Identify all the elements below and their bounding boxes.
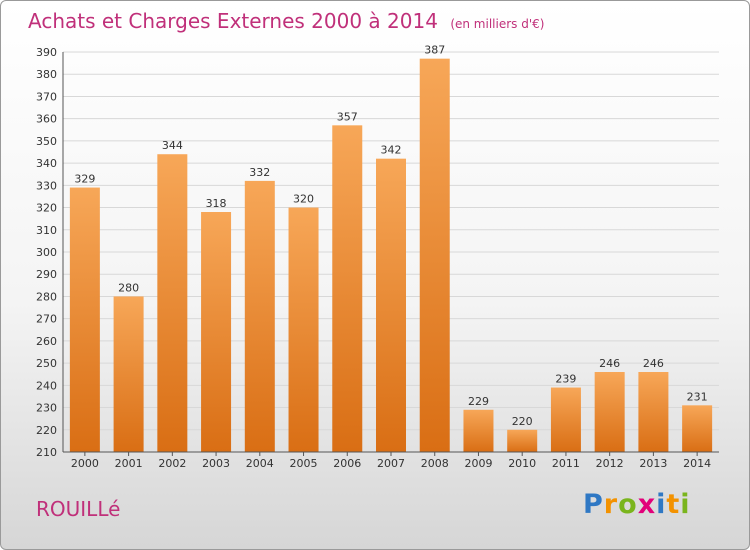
bar-value-label: 320 xyxy=(293,193,314,206)
y-tick-label: 240 xyxy=(36,379,57,392)
logo-letter: x xyxy=(637,489,657,520)
bar xyxy=(463,409,494,452)
y-tick-label: 280 xyxy=(36,290,57,303)
bar-value-label: 246 xyxy=(643,357,664,370)
bar-value-label: 239 xyxy=(555,373,576,386)
x-tick-label: 2005 xyxy=(290,457,318,470)
y-tick-label: 230 xyxy=(36,402,57,415)
bar xyxy=(550,387,581,452)
bar-value-label: 280 xyxy=(118,281,139,294)
y-tick-label: 290 xyxy=(36,268,57,281)
y-tick-label: 210 xyxy=(36,446,57,459)
logo-letter: i xyxy=(656,489,667,520)
chart-subtitle: (en milliers d'€) xyxy=(450,17,545,31)
bar-value-label: 342 xyxy=(381,144,402,157)
bar-value-label: 231 xyxy=(687,390,708,403)
bar xyxy=(113,296,144,452)
bar xyxy=(157,154,188,452)
x-tick-label: 2004 xyxy=(246,457,274,470)
x-tick-label: 2010 xyxy=(508,457,536,470)
y-tick-label: 260 xyxy=(36,335,57,348)
logo-letter: r xyxy=(603,489,619,520)
bar xyxy=(376,158,406,452)
y-tick-label: 380 xyxy=(36,68,57,81)
chart-title: Achats et Charges Externes 2000 à 2014 (… xyxy=(28,9,544,33)
y-axis-ticks: 210 220 230 240 250 260 270 280 290 300 310 320 330 3… xyxy=(36,46,57,459)
bar-value-label: 220 xyxy=(512,415,533,428)
bar-value-label: 329 xyxy=(74,173,95,186)
x-tick-label: 2002 xyxy=(158,457,186,470)
logo-letter: i xyxy=(680,489,691,520)
x-tick-label: 2014 xyxy=(683,457,711,470)
bar-value-label: 357 xyxy=(337,110,358,123)
y-tick-label: 320 xyxy=(36,202,57,215)
bar xyxy=(201,212,232,452)
y-tick-label: 310 xyxy=(36,224,57,237)
bar xyxy=(507,429,538,452)
bar xyxy=(244,180,275,452)
bar xyxy=(288,207,319,452)
y-tick-label: 330 xyxy=(36,179,57,192)
x-tick-label: 2009 xyxy=(464,457,492,470)
x-tick-label: 2003 xyxy=(202,457,230,470)
x-tick-label: 2006 xyxy=(333,457,361,470)
bar xyxy=(682,405,713,452)
bar-value-labels: 329 280 344 318 332 320 357 342 387 229 220 239 246 2… xyxy=(74,44,707,428)
y-tick-label: 340 xyxy=(36,157,57,170)
x-tick-label: 2001 xyxy=(115,457,143,470)
y-tick-label: 300 xyxy=(36,246,57,259)
bar-value-label: 229 xyxy=(468,395,489,408)
x-tick-label: 2013 xyxy=(639,457,667,470)
bar-value-label: 387 xyxy=(424,44,445,57)
bars xyxy=(69,58,713,453)
bar xyxy=(332,125,363,452)
chart-title-text: Achats et Charges Externes 2000 à 2014 xyxy=(28,9,438,33)
x-axis-ticks: 2000 2001 2002 2003 2004 2005 2006 2007 2008 2009… xyxy=(71,452,711,470)
y-tick-label: 360 xyxy=(36,113,57,126)
y-tick-label: 370 xyxy=(36,90,57,103)
bar-value-label: 332 xyxy=(249,166,270,179)
y-tick-label: 270 xyxy=(36,313,57,326)
bar-value-label: 344 xyxy=(162,139,183,152)
x-tick-label: 2007 xyxy=(377,457,405,470)
y-tick-label: 390 xyxy=(36,46,57,59)
y-tick-label: 250 xyxy=(36,357,57,370)
proxiti-logo: Proxiti xyxy=(583,489,691,520)
bar xyxy=(594,372,625,452)
bar-value-label: 246 xyxy=(599,357,620,370)
logo-letter: o xyxy=(618,489,638,520)
logo-letter: t xyxy=(666,489,681,520)
bar xyxy=(69,187,100,453)
logo-letter: P xyxy=(583,489,604,520)
x-tick-label: 2008 xyxy=(421,457,449,470)
x-tick-label: 2011 xyxy=(552,457,580,470)
y-tick-label: 350 xyxy=(36,135,57,148)
x-tick-label: 2000 xyxy=(71,457,99,470)
bar xyxy=(638,372,669,452)
axes xyxy=(62,52,719,453)
place-name: ROUILLé xyxy=(36,497,121,521)
bar-value-label: 318 xyxy=(206,197,227,210)
bar xyxy=(419,58,450,453)
x-tick-label: 2012 xyxy=(596,457,624,470)
y-tick-label: 220 xyxy=(36,424,57,437)
